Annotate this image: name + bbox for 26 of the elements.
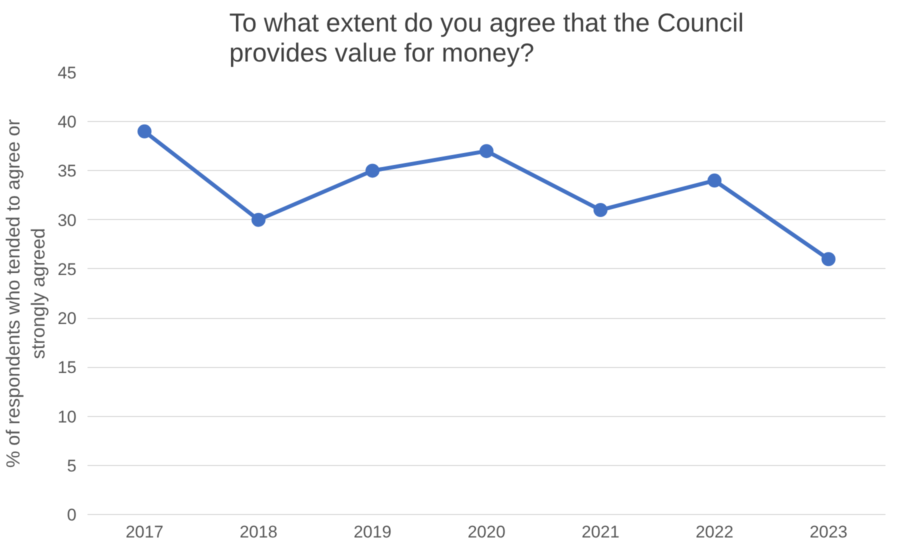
x-tick-label: 2019 [354, 522, 392, 542]
point [594, 203, 608, 217]
point [366, 164, 380, 178]
y-tick-label: 15 [58, 358, 77, 378]
point [708, 174, 722, 188]
y-tick-label: 40 [58, 112, 77, 132]
y-tick-label: 45 [58, 64, 77, 82]
x-tick-label: 2018 [240, 522, 278, 542]
y-tick-label: 5 [67, 456, 77, 476]
y-axis-title: % of respondents who tended to agree or strongly agreed [3, 118, 50, 468]
point [252, 212, 266, 227]
x-tick-label: 2021 [582, 522, 620, 542]
y-tick-label: 10 [58, 407, 77, 426]
x-tick-label: 2017 [126, 522, 164, 542]
y-tick-label: 25 [58, 260, 77, 279]
y-tick-label: 20 [58, 309, 77, 328]
y-tick-label: 35 [58, 162, 77, 181]
x-tick-label: 2020 [468, 522, 506, 542]
point [822, 252, 836, 266]
y-tick-label: 30 [58, 210, 77, 230]
y-tick-label: 0 [67, 506, 77, 524]
x-tick-label: 2022 [696, 522, 734, 542]
chart-title: To what extent do you agree that the Council provides value for money? [229, 8, 744, 68]
x-tick-label: 2023 [810, 522, 848, 542]
point [480, 144, 494, 158]
point [138, 124, 152, 138]
